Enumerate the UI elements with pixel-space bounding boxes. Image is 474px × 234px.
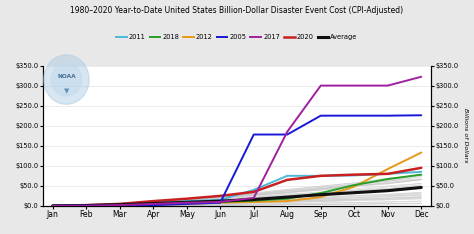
- Text: ▼: ▼: [64, 88, 69, 94]
- Y-axis label: Billions of Dollars: Billions of Dollars: [464, 109, 468, 163]
- Text: NOAA: NOAA: [57, 74, 76, 80]
- Circle shape: [51, 63, 82, 96]
- Legend: 2011, 2018, 2012, 2005, 2017, 2020, Average: 2011, 2018, 2012, 2005, 2017, 2020, Aver…: [114, 31, 360, 43]
- Text: 1980–2020 Year-to-Date United States Billion-Dollar Disaster Event Cost (CPI-Adj: 1980–2020 Year-to-Date United States Bil…: [71, 6, 403, 15]
- Circle shape: [44, 55, 89, 104]
